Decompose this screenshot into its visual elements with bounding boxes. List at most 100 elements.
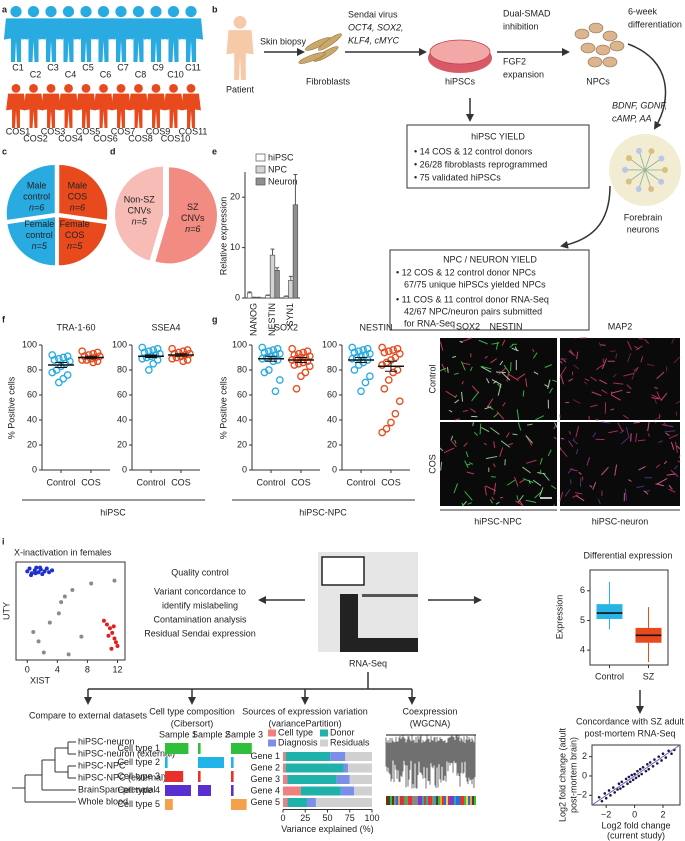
row-label: Cell type 3: [117, 771, 160, 781]
micrograph-texture: [512, 433, 518, 436]
module-color: [388, 796, 390, 805]
person-body: [38, 18, 64, 62]
x-tick-label: 0: [25, 664, 30, 674]
person-body: [23, 93, 44, 128]
bar-segment: [285, 763, 344, 773]
module-color: [426, 796, 428, 805]
micrograph-texture: [526, 423, 533, 426]
micrograph-texture: [509, 344, 514, 348]
point: [40, 572, 45, 577]
y-tick-label: 100: [22, 339, 37, 349]
stain-label: SOX2: [456, 321, 480, 331]
micrograph-texture: [533, 371, 539, 375]
legend-swatch: [320, 729, 328, 737]
point: [89, 581, 94, 586]
micrograph-texture: [661, 424, 674, 428]
point: [110, 630, 115, 635]
point: [630, 773, 634, 777]
micrograph-texture: [559, 360, 563, 364]
y-tick-label: 0: [235, 292, 240, 302]
micrograph-texture: [478, 339, 488, 345]
legend-label: Donor: [330, 727, 355, 737]
person-body: [76, 93, 96, 128]
micrograph-texture: [508, 442, 513, 446]
point: [271, 387, 280, 396]
micrograph-texture: [522, 466, 531, 474]
npc-cell: [574, 28, 590, 40]
cell-label: neurons: [627, 224, 660, 234]
module-color: [456, 796, 458, 805]
person-head: [134, 84, 143, 93]
slice-label: Male: [27, 181, 47, 191]
micrograph-texture: [635, 432, 638, 442]
point: [604, 796, 608, 800]
micrograph-texture: [448, 409, 453, 413]
tile: [231, 799, 247, 810]
row-label: Cell type 5: [117, 799, 160, 809]
chart-title: post-mortem RNA-Seq: [584, 728, 675, 738]
bar-segment: [283, 775, 288, 784]
bar: [292, 204, 299, 299]
person-icon: [146, 84, 166, 128]
bar-segment: [315, 798, 372, 807]
bar-segment: [343, 763, 348, 773]
micrograph-texture: [647, 421, 650, 432]
y-tick-label: 80: [327, 364, 337, 374]
legend-label: Neuron: [268, 176, 298, 186]
micrograph-texture: [501, 372, 511, 381]
x-tick-label: −2: [601, 809, 611, 819]
point: [290, 361, 299, 369]
donor-label: C8: [135, 69, 147, 79]
micrograph-texture: [568, 350, 576, 357]
bar-segment: [283, 752, 286, 761]
neurite: [638, 169, 646, 190]
module-color: [470, 796, 472, 805]
point: [34, 565, 39, 570]
point: [640, 772, 643, 776]
micrograph-texture: [471, 391, 480, 402]
stain-label: MAP2: [608, 321, 633, 331]
person-head: [116, 84, 126, 93]
group-label: hiPSC: [100, 507, 126, 517]
person-body: [178, 18, 204, 62]
point: [620, 780, 624, 784]
box: [596, 604, 623, 619]
module-color: [448, 796, 450, 805]
point: [619, 787, 622, 790]
tile: [165, 799, 173, 810]
micrograph-texture: [601, 466, 609, 476]
person-icon: [6, 84, 26, 128]
person-head: [151, 84, 161, 93]
module-color: [394, 796, 396, 805]
point: [395, 397, 404, 406]
micrograph-texture: [532, 352, 538, 359]
point: [607, 789, 611, 792]
label: • 26/28 fibroblasts reprogrammed: [414, 159, 547, 169]
point: [641, 765, 645, 769]
point: [617, 782, 621, 786]
micrograph-texture: [597, 498, 601, 505]
yield-box: [406, 124, 590, 189]
micrograph-texture: [522, 390, 525, 397]
person-body: [73, 18, 99, 62]
point: [47, 570, 52, 575]
y-tick-label: 20: [230, 192, 240, 202]
x-tick-label: 25: [300, 813, 310, 823]
point: [603, 792, 607, 795]
micrograph-texture: [654, 421, 657, 424]
qc-item: Quality control: [171, 567, 229, 577]
point: [50, 356, 59, 364]
arrow: [627, 43, 667, 130]
micrograph-texture: [654, 415, 662, 421]
micrograph-texture: [595, 364, 605, 371]
point: [626, 782, 629, 786]
micrograph-texture: [638, 466, 646, 471]
micrograph-texture: [504, 459, 506, 466]
micrograph-texture: [450, 439, 457, 448]
micrograph-texture: [631, 368, 637, 380]
slice-value: n=6: [29, 203, 44, 213]
donor-label: C2: [30, 69, 42, 79]
person-body: [161, 18, 186, 62]
bar: [269, 254, 276, 299]
micrograph-texture: [452, 355, 457, 359]
